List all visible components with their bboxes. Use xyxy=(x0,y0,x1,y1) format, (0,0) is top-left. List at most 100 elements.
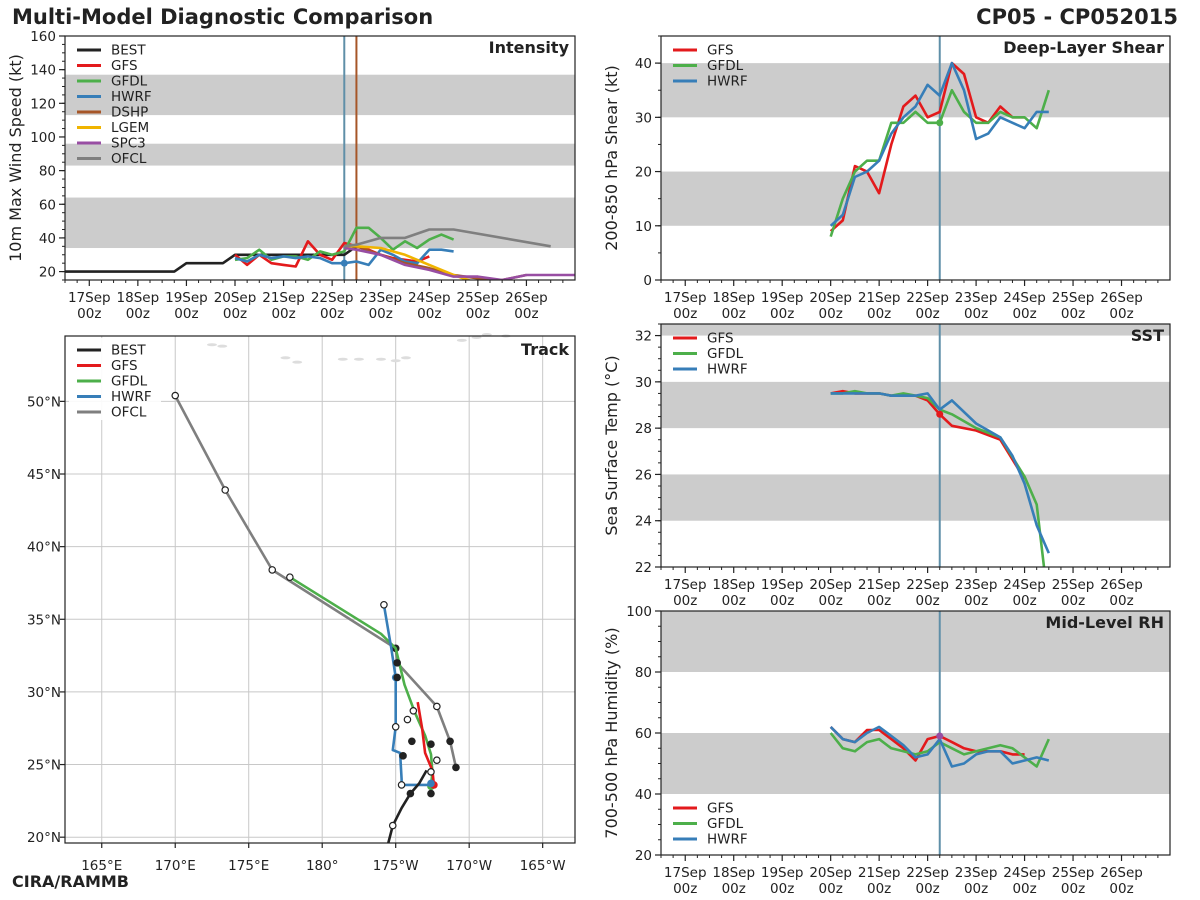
island-shape xyxy=(353,357,364,361)
x-tick-label: 18Sep xyxy=(117,290,160,306)
lon-tick-label: 165°W xyxy=(520,858,566,874)
x-tick-label: 00z xyxy=(722,881,746,897)
x-tick-label: 21Sep xyxy=(858,577,901,593)
x-tick-label: 00z xyxy=(271,306,295,322)
x-tick-label: 25Sep xyxy=(1052,577,1095,593)
x-tick-label: 00z xyxy=(1061,881,1085,897)
y-tick-label: 0 xyxy=(643,273,652,289)
series-line-hwrf xyxy=(830,392,1050,554)
legend-label-hwrf: HWRF xyxy=(707,362,748,378)
x-tick-label: 00z xyxy=(673,306,697,322)
island-shape xyxy=(206,343,217,347)
series-line-ofcl xyxy=(344,228,551,248)
track-point-filled xyxy=(446,737,454,746)
island-shape xyxy=(456,338,467,342)
threshold-band xyxy=(661,733,1170,794)
track-point-filled xyxy=(427,789,435,798)
y-tick-label: 30 xyxy=(635,375,652,391)
panel-title: SST xyxy=(1131,326,1164,345)
init-point-marker xyxy=(936,410,944,418)
y-tick-label: 26 xyxy=(635,467,652,483)
x-tick-label: 17Sep xyxy=(664,865,707,881)
x-tick-label: 00z xyxy=(915,593,939,609)
y-axis-label: 700-500 hPa Humidity (%) xyxy=(602,627,621,838)
lat-tick-label: 40°N xyxy=(27,540,61,556)
y-tick-label: 80 xyxy=(39,164,56,180)
y-tick-label: 140 xyxy=(30,63,56,79)
series-line-lgem xyxy=(344,245,473,280)
x-tick-label: 00z xyxy=(770,306,794,322)
x-tick-label: 00z xyxy=(964,593,988,609)
x-tick-label: 00z xyxy=(673,593,697,609)
track-point-filled xyxy=(452,763,460,772)
init-point-marker xyxy=(936,119,944,127)
island-shape xyxy=(337,357,348,361)
legend-label-gfdl: GFDL xyxy=(707,58,744,74)
island-shape xyxy=(400,356,411,360)
x-tick-label: 00z xyxy=(770,593,794,609)
series-line-hwrf xyxy=(829,61,1049,227)
track-point-filled xyxy=(393,673,401,682)
legend-label-gfs: GFS xyxy=(707,801,734,817)
track-point-open xyxy=(433,702,441,711)
track-point-open xyxy=(221,486,230,494)
y-tick-label: 60 xyxy=(39,197,56,213)
threshold-band xyxy=(661,381,1170,429)
lon-tick-label: 170°E xyxy=(155,858,196,874)
x-tick-label: 17Sep xyxy=(664,577,707,593)
legend-label-gfdl: GFDL xyxy=(707,346,744,362)
island-shape xyxy=(481,333,492,337)
track-point-filled xyxy=(408,737,416,746)
lon-tick-label: 175°E xyxy=(228,858,269,874)
x-tick-label: 26Sep xyxy=(505,290,548,306)
x-tick-label: 26Sep xyxy=(1100,865,1143,881)
panel-title: Mid-Level RH xyxy=(1045,613,1164,632)
x-tick-label: 21Sep xyxy=(858,290,901,306)
island-shape xyxy=(375,357,386,361)
island-shape xyxy=(471,335,482,339)
y-tick-label: 30 xyxy=(635,110,652,126)
lat-tick-label: 30°N xyxy=(27,685,61,701)
track-point-open xyxy=(171,391,180,400)
track-point-open xyxy=(403,715,412,724)
y-tick-label: 40 xyxy=(635,787,652,803)
y-tick-label: 160 xyxy=(30,29,56,45)
x-tick-label: 00z xyxy=(867,306,891,322)
x-tick-label: 21Sep xyxy=(262,290,305,306)
x-tick-label: 20Sep xyxy=(809,865,852,881)
track-point-open xyxy=(286,573,294,581)
x-tick-label: 19Sep xyxy=(761,290,804,306)
y-tick-label: 24 xyxy=(635,514,652,530)
x-tick-label: 00z xyxy=(819,593,843,609)
lat-tick-label: 45°N xyxy=(27,467,61,483)
x-tick-label: 00z xyxy=(1061,306,1085,322)
x-tick-label: 00z xyxy=(1109,306,1133,322)
x-tick-label: 00z xyxy=(1109,593,1133,609)
x-tick-label: 20Sep xyxy=(809,577,852,593)
y-tick-label: 28 xyxy=(635,421,652,437)
legend-label-spc3: SPC3 xyxy=(111,136,146,152)
x-tick-label: 00z xyxy=(722,306,746,322)
track-point-open xyxy=(380,600,388,609)
x-tick-label: 00z xyxy=(673,881,697,897)
legend-label-lgem: LGEM xyxy=(111,120,149,136)
panel-title: Track xyxy=(521,340,569,359)
x-tick-label: 00z xyxy=(1012,881,1036,897)
x-tick-label: 00z xyxy=(1012,593,1036,609)
threshold-band xyxy=(661,63,1170,118)
y-tick-label: 120 xyxy=(30,96,56,112)
figure-title: Multi-Model Diagnostic Comparison xyxy=(12,5,434,29)
x-tick-label: 19Sep xyxy=(761,577,804,593)
series-line-gfdl xyxy=(234,226,455,262)
panel-title: Deep-Layer Shear xyxy=(1003,38,1164,57)
sst-panel: 22242628303217Sep00z18Sep00z19Sep00z20Se… xyxy=(602,323,1171,609)
x-tick-label: 24Sep xyxy=(1003,290,1046,306)
threshold-band xyxy=(65,74,575,116)
x-tick-label: 00z xyxy=(466,306,490,322)
x-tick-label: 00z xyxy=(514,306,538,322)
x-tick-label: 00z xyxy=(1061,593,1085,609)
series-line-gfs xyxy=(829,61,1025,233)
x-tick-label: 22Sep xyxy=(906,290,949,306)
lat-tick-label: 50°N xyxy=(27,394,61,410)
legend-label-ofcl: OFCL xyxy=(111,151,147,167)
